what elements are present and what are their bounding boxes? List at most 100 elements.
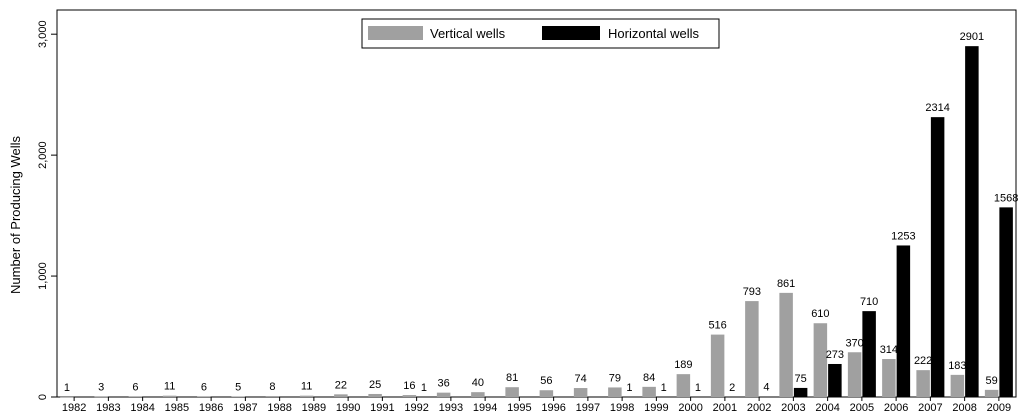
data-label-vertical-2008: 183	[948, 360, 966, 372]
bar-vertical-2009	[984, 389, 999, 397]
data-label-horizontal-2006: 1253	[891, 230, 915, 242]
legend-label-horizontal: Horizontal wells	[608, 26, 700, 41]
x-tick-label: 2004	[815, 402, 839, 412]
x-tick-label: 1989	[302, 402, 326, 412]
data-label-horizontal-2003: 75	[795, 373, 807, 385]
legend-swatch-horizontal	[542, 26, 600, 40]
bar-vertical-1991	[368, 393, 382, 397]
bar-vertical-1996	[539, 390, 554, 397]
data-label-horizontal-1992: 1	[421, 382, 427, 394]
bar-vertical-2008	[950, 374, 965, 397]
data-label-vertical-1989: 11	[301, 381, 312, 393]
x-tick-label: 1993	[439, 402, 463, 412]
data-label-horizontal-2000: 1	[695, 382, 701, 394]
bar-horizontal-2003	[793, 387, 808, 397]
data-label-vertical-2006: 314	[880, 344, 898, 356]
x-tick-label: 1995	[507, 402, 531, 412]
data-label-vertical-2003: 861	[777, 278, 795, 290]
bar-vertical-1983	[94, 396, 108, 398]
bar-vertical-1990	[334, 394, 348, 397]
data-label-vertical-1997: 74	[575, 373, 587, 385]
data-label-horizontal-1999: 1	[661, 382, 667, 394]
data-label-vertical-2004: 610	[811, 308, 829, 320]
data-label-vertical-2002: 793	[743, 286, 761, 298]
bar-vertical-2001	[710, 334, 725, 397]
x-tick-label: 1996	[541, 402, 565, 412]
bar-horizontal-2008	[965, 46, 979, 398]
bar-horizontal-1998	[622, 396, 637, 398]
x-tick-label: 1983	[96, 402, 120, 412]
x-tick-label: 1985	[165, 402, 189, 412]
bar-horizontal-2006	[896, 245, 911, 397]
bar-vertical-2004	[813, 323, 828, 397]
legend-label-vertical: Vertical wells	[430, 26, 506, 41]
data-label-vertical-1993: 36	[438, 378, 450, 390]
data-label-vertical-1995: 81	[506, 372, 518, 384]
data-label-vertical-1988: 8	[269, 381, 275, 393]
legend: Vertical wells Horizontal wells	[361, 18, 720, 49]
x-tick-label: 2009	[987, 402, 1011, 412]
x-tick-label: 1992	[404, 402, 428, 412]
bar-vertical-1998	[608, 387, 622, 397]
bar-vertical-1987	[231, 396, 245, 397]
bar-horizontal-1999	[656, 396, 671, 398]
x-tick-label: 1987	[233, 402, 257, 412]
x-tick-label: 2008	[952, 402, 976, 412]
data-label-horizontal-2009: 1568	[994, 192, 1018, 204]
x-tick-label: 1990	[336, 402, 360, 412]
bar-vertical-1986	[197, 396, 211, 397]
data-label-vertical-1992: 16	[403, 380, 415, 392]
bar-horizontal-2000	[691, 396, 705, 398]
bar-vertical-1997	[573, 388, 588, 397]
bar-vertical-2007	[916, 370, 930, 397]
x-tick-label: 1984	[130, 402, 154, 412]
y-tick-label: 3,000	[37, 20, 49, 48]
data-label-vertical-2009: 59	[986, 375, 998, 387]
data-label-horizontal-2005: 710	[860, 296, 878, 308]
bar-vertical-2000	[676, 374, 691, 397]
y-axis-title: Number of Producing Wells	[8, 136, 23, 294]
data-label-vertical-2001: 516	[708, 320, 726, 332]
bar-vertical-2003	[779, 292, 793, 397]
x-tick-label: 2005	[850, 402, 874, 412]
data-label-vertical-1999: 84	[643, 372, 655, 384]
bar-vertical-1999	[642, 386, 656, 397]
data-label-vertical-2000: 189	[674, 359, 692, 371]
x-tick-label: 2000	[678, 402, 702, 412]
data-label-vertical-1994: 40	[472, 377, 484, 389]
bar-horizontal-2002	[759, 396, 774, 398]
plot-frame	[56, 9, 1017, 398]
legend-swatch-vertical	[368, 26, 423, 40]
data-label-vertical-1998: 79	[609, 372, 621, 384]
bar-vertical-2005	[847, 352, 862, 397]
data-label-vertical-1986: 6	[201, 381, 207, 393]
data-label-vertical-1985: 11	[164, 381, 175, 393]
x-tick-label: 1982	[62, 402, 86, 412]
bar-vertical-1995	[505, 387, 519, 397]
bar-horizontal-2001	[725, 396, 739, 398]
x-tick-label: 2002	[747, 402, 771, 412]
data-label-vertical-2005: 370	[845, 337, 863, 349]
x-tick-label: 1991	[370, 402, 394, 412]
x-tick-label: 2003	[781, 402, 805, 412]
data-label-horizontal-2004: 273	[826, 349, 844, 361]
data-label-horizontal-2001: 2	[729, 382, 735, 394]
data-label-vertical-1996: 56	[540, 375, 552, 387]
bar-vertical-1994	[471, 392, 485, 397]
bar-vertical-1982	[60, 396, 74, 398]
bar-horizontal-2009	[999, 207, 1013, 397]
bar-horizontal-2005	[862, 311, 876, 397]
data-label-vertical-1983: 3	[98, 382, 104, 394]
data-label-vertical-1987: 5	[235, 381, 241, 393]
bar-vertical-1988	[265, 396, 280, 397]
y-tick-label: 1,000	[37, 262, 49, 290]
bar-vertical-1992	[402, 395, 417, 397]
x-tick-label: 1994	[473, 402, 497, 412]
x-tick-label: 1997	[576, 402, 600, 412]
x-tick-label: 1999	[644, 402, 668, 412]
x-tick-label: 2006	[884, 402, 908, 412]
data-label-horizontal-1998: 1	[626, 382, 632, 394]
x-tick-label: 2001	[713, 402, 737, 412]
data-label-vertical-2007: 222	[914, 355, 932, 367]
